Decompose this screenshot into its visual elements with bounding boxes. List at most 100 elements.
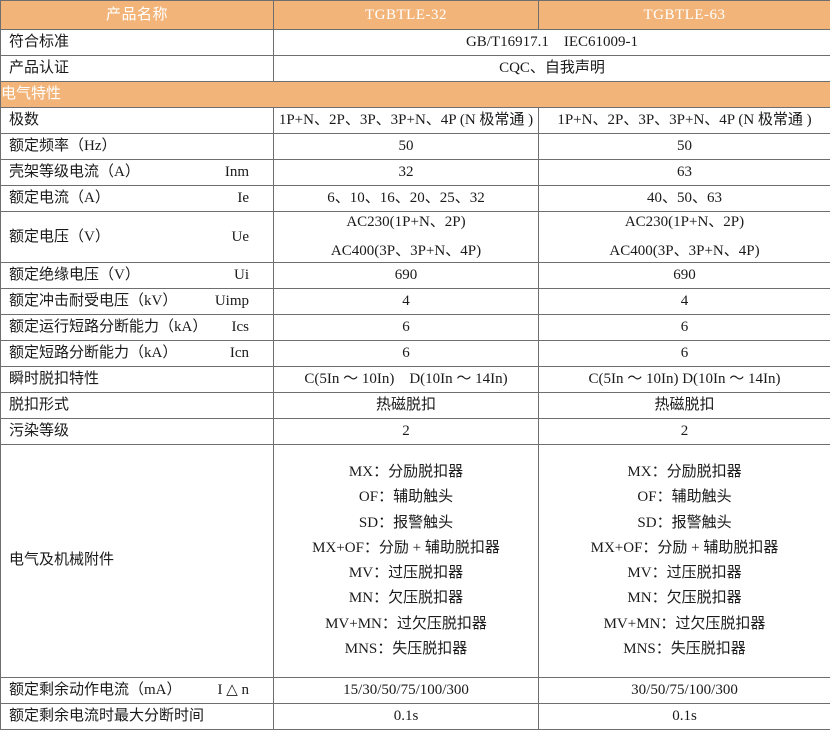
spec-row-label-cell: 极数 [1, 108, 274, 134]
label-wrap: 额定剩余动作电流（mA） I △ n [1, 680, 273, 700]
spec-row-symbol: Icn [211, 343, 261, 363]
accessory-item: MV+MN：过欠压脱扣器 [325, 614, 487, 634]
spec-value-model-1: 6、10、16、20、25、32 [274, 186, 539, 212]
spec-row-label: 额定短路分断能力（kA） [9, 343, 177, 363]
accessory-item: OF：辅助触头 [637, 487, 731, 507]
spec-row-label: 电气及机械附件 [9, 550, 114, 570]
spec-value-model-2: 63 [539, 160, 830, 186]
spec-row-label-cell: 额定绝缘电压（V） Ui [1, 262, 274, 288]
spec-row-label-cell: 壳架等级电流（A）Inm [1, 160, 274, 186]
spec-value-model-1: 1P+N、2P、3P、3P+N、4P (N 极常通 ) [274, 108, 539, 134]
spec-value-model-2: 690 [539, 262, 830, 288]
label-wrap: 脱扣形式 [1, 395, 273, 415]
accessory-item: MV+MN：过欠压脱扣器 [604, 614, 766, 634]
spec-row-label-cell: 产品认证 [1, 56, 274, 82]
accessory-item: MN：欠压脱扣器 [349, 588, 463, 608]
value-line: AC400(3P、3P+N、4P) [274, 241, 538, 261]
table-row: 产品认证 CQC、自我声明 [1, 56, 830, 82]
value-lines: AC230(1P+N、2P) AC400(3P、3P+N、4P) [274, 212, 538, 262]
spec-value-merged: CQC、自我声明 [274, 56, 830, 82]
label-wrap: 产品认证 [1, 58, 273, 78]
spec-row-symbol: Uimp [211, 291, 261, 311]
spec-row-symbol: Ie [211, 188, 261, 208]
label-wrap: 壳架等级电流（A）Inm [1, 162, 273, 182]
spec-value-merged: GB/T16917.1 IEC61009-1 [274, 30, 830, 56]
spec-row-label-cell: 额定短路分断能力（kA） Icn [1, 340, 274, 366]
spec-value-model-1: 690 [274, 262, 539, 288]
spec-value-model-2: 30/50/75/100/300 [539, 677, 830, 703]
spec-value-model-2: AC230(1P+N、2P) AC400(3P、3P+N、4P) [539, 212, 830, 263]
spec-row-label-cell: 额定剩余动作电流（mA） I △ n [1, 677, 274, 703]
spec-row-symbol: Ue [211, 227, 261, 247]
value-lines: AC230(1P+N、2P) AC400(3P、3P+N、4P) [539, 212, 830, 262]
accessory-item: MN：欠压脱扣器 [627, 588, 741, 608]
spec-row-label: 额定绝缘电压（V） [9, 265, 140, 285]
spec-row-label: 瞬时脱扣特性 [9, 369, 99, 389]
spec-row-label-cell: 额定冲击耐受电压（kV）Uimp [1, 288, 274, 314]
spec-value-model-1: 6 [274, 314, 539, 340]
label-wrap: 额定电压（V） Ue [1, 227, 273, 247]
spec-row-symbol: Ics [211, 317, 261, 337]
spec-row-symbol: Ui [211, 265, 261, 285]
spec-row-label-cell: 污染等级 [1, 418, 274, 444]
spec-row-label: 额定剩余动作电流（mA） [9, 680, 182, 700]
spec-row-label: 额定运行短路分断能力（kA） [9, 317, 207, 337]
spec-row-label-cell: 电气及机械附件 [1, 444, 274, 677]
spec-value-model-1: 热磁脱扣 [274, 392, 539, 418]
spec-row-label: 额定电压（V） [9, 227, 110, 247]
label-wrap: 污染等级 [1, 421, 273, 441]
spec-value-model-1: 6 [274, 340, 539, 366]
accessory-item: SD：报警触头 [637, 513, 731, 533]
accessory-item: MNS：失压脱扣器 [345, 639, 468, 659]
spec-value-model-2: 1P+N、2P、3P、3P+N、4P (N 极常通 ) [539, 108, 830, 134]
value-line: AC230(1P+N、2P) [539, 212, 830, 232]
accessory-item: MX+OF：分励 + 辅助脱扣器 [591, 538, 779, 558]
spec-value-model-1: 32 [274, 160, 539, 186]
label-wrap: 额定短路分断能力（kA） Icn [1, 343, 273, 363]
accessory-item: MV：过压脱扣器 [627, 563, 741, 583]
value-line: AC400(3P、3P+N、4P) [539, 241, 830, 261]
spec-value-model-2: 4 [539, 288, 830, 314]
spec-row-label: 产品认证 [9, 58, 69, 78]
spec-row-label: 壳架等级电流（A） [9, 162, 140, 182]
spec-value-model-1: AC230(1P+N、2P) AC400(3P、3P+N、4P) [274, 212, 539, 263]
accessory-item: MX：分励脱扣器 [349, 462, 463, 482]
spec-value-model-1: 0.1s [274, 703, 539, 729]
spec-value-model-2: 40、50、63 [539, 186, 830, 212]
value-line: AC230(1P+N、2P) [274, 212, 538, 232]
spec-value-model-2: C(5In ～ 10In) D(10In ～ 14In) [539, 366, 830, 392]
spec-value-model-1: 4 [274, 288, 539, 314]
spec-row-symbol: I △ n [211, 680, 261, 700]
spec-value-model-1: 50 [274, 134, 539, 160]
header-cell-model-2: TGBTLE-63 [539, 1, 830, 30]
label-wrap: 极数 [1, 110, 273, 130]
spec-value-model-2: 热磁脱扣 [539, 392, 830, 418]
label-wrap: 额定冲击耐受电压（kV）Uimp [1, 291, 273, 311]
spec-value-model-2: 6 [539, 314, 830, 340]
label-wrap: 符合标准 [1, 32, 273, 52]
spec-value-model-1: 2 [274, 418, 539, 444]
section-band-row: 电气特性 [1, 82, 830, 108]
header-cell-model-1: TGBTLE-32 [274, 1, 539, 30]
accessory-item: MV：过压脱扣器 [349, 563, 463, 583]
spec-row-label: 脱扣形式 [9, 395, 69, 415]
spec-row-label-cell: 额定剩余电流时最大分断时间 [1, 703, 274, 729]
spec-value-model-2: 50 [539, 134, 830, 160]
accessory-item: MNS：失压脱扣器 [623, 639, 746, 659]
spec-value-model-2: 0.1s [539, 703, 830, 729]
